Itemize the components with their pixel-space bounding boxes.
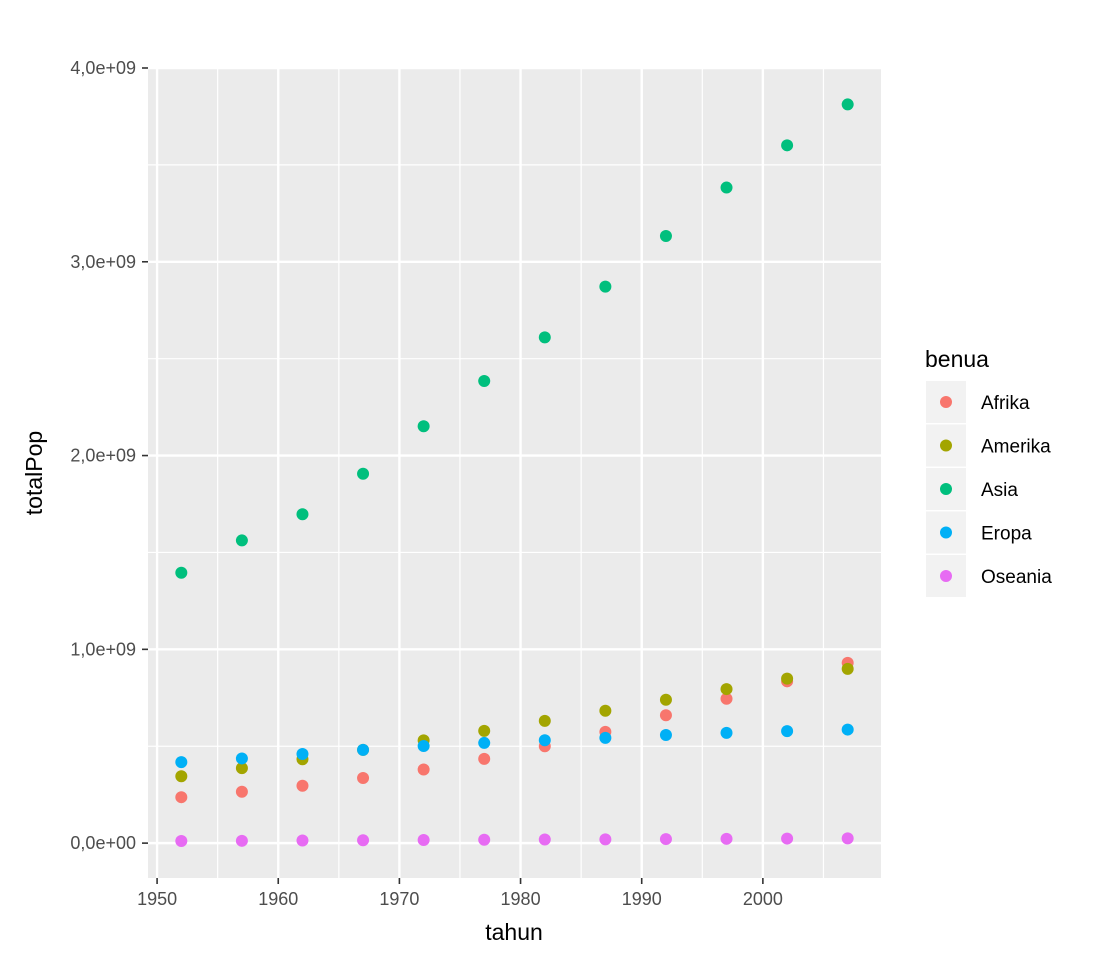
point-oseania [175,835,188,848]
point-afrika [478,752,491,765]
point-asia [296,508,309,521]
point-asia [538,331,551,344]
point-afrika [235,785,248,798]
x-tick-label: 1980 [501,889,541,909]
point-amerika [720,683,733,696]
point-amerika [478,724,491,737]
legend: benua Afrika Amerika Asia Eropa Oseania [925,346,1052,597]
point-oseania [235,834,248,847]
point-eropa [659,728,672,741]
point-eropa [599,731,612,744]
point-oseania [538,833,551,846]
legend-label-asia: Asia [981,480,1018,501]
point-amerika [781,672,794,685]
y-tick-label: 0,0e+00 [70,833,136,853]
x-tick-label: 2000 [743,889,783,909]
point-amerika [659,693,672,706]
point-oseania [720,832,733,845]
point-eropa [478,736,491,749]
legend-label-afrika: Afrika [981,393,1030,414]
legend-marker-oseania [940,570,952,582]
point-amerika [538,714,551,727]
point-afrika [659,709,672,722]
legend-label-oseania: Oseania [981,567,1052,588]
y-tick-label: 4,0e+09 [70,58,136,78]
point-eropa [538,734,551,747]
point-asia [781,139,794,152]
point-amerika [841,662,854,675]
x-tick-label: 1960 [258,889,298,909]
point-eropa [357,743,370,756]
x-axis: 1950 1960 1970 1980 1990 2000 [137,878,783,909]
point-afrika [357,772,370,785]
point-eropa [296,747,309,760]
point-oseania [478,833,491,846]
legend-label-amerika: Amerika [981,437,1051,458]
legend-marker-afrika [940,396,952,408]
x-tick-label: 1970 [379,889,419,909]
point-eropa [841,723,854,736]
point-afrika [175,791,188,804]
point-eropa [781,725,794,738]
point-asia [175,566,188,579]
legend-marker-eropa [940,526,952,539]
point-oseania [841,832,854,845]
point-oseania [357,834,370,847]
point-eropa [720,726,733,739]
y-axis: 0,0e+00 1,0e+09 2,0e+09 3,0e+09 4,0e+09 [70,58,148,853]
point-oseania [296,834,309,847]
point-afrika [296,779,309,792]
y-tick-label: 2,0e+09 [70,446,136,466]
point-afrika [417,763,430,776]
point-eropa [417,740,430,753]
data-points [175,98,854,848]
y-tick-label: 1,0e+09 [70,639,136,659]
point-asia [417,420,430,433]
point-oseania [417,833,430,846]
point-eropa [175,756,188,769]
y-tick-label: 3,0e+09 [70,252,136,272]
point-oseania [781,832,794,845]
grid-minor [148,68,881,878]
x-axis-title: tahun [485,919,543,945]
point-asia [357,467,370,480]
legend-title: benua [925,346,989,372]
y-axis-title: totalPop [21,431,47,515]
point-asia [720,181,733,194]
point-asia [841,98,854,111]
point-asia [659,230,672,243]
point-oseania [599,833,612,846]
grid-major [148,66,881,878]
point-asia [235,534,248,547]
point-amerika [235,762,248,775]
point-asia [478,374,491,387]
point-amerika [599,704,612,717]
x-tick-label: 1950 [137,889,177,909]
legend-marker-amerika [940,439,952,452]
point-afrika [720,692,733,705]
point-amerika [175,770,188,783]
plot-panel [148,68,881,878]
legend-marker-asia [940,483,952,495]
x-tick-label: 1990 [622,889,662,909]
legend-label-eropa: Eropa [981,524,1032,545]
point-oseania [659,833,672,846]
point-asia [599,280,612,293]
point-eropa [235,752,248,765]
